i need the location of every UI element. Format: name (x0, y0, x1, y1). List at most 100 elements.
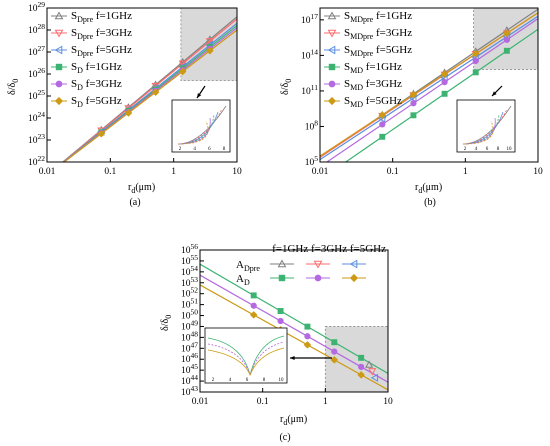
legend-marker (55, 63, 63, 71)
series-marker (379, 133, 386, 140)
legend-marker (327, 45, 336, 55)
plot-frame (46, 7, 238, 163)
series-marker (503, 47, 510, 54)
series-marker (178, 67, 187, 76)
legend-marker (327, 29, 337, 38)
legend-label: SMD f=1GHz (344, 61, 402, 75)
y-tick-label: 108 (305, 118, 319, 132)
pre-marker (365, 360, 374, 368)
series-marker (441, 90, 448, 97)
series-line (63, 29, 237, 162)
y-tick-label: 1027 (28, 44, 45, 58)
plot-frame (199, 249, 389, 393)
legend-marker (328, 63, 336, 71)
y-tick-label: 1023 (28, 132, 45, 146)
legend-label: SMD f=3GHz (344, 78, 402, 92)
y-axis-label: δ/δ0 (280, 79, 293, 95)
series-line (344, 28, 538, 162)
series-marker (379, 121, 386, 128)
x-tick-label: 10 (232, 167, 242, 177)
inset-tick-label: 8 (263, 378, 266, 383)
inset-tick-label: 10 (507, 147, 513, 152)
x-tick-label: 1 (323, 397, 328, 407)
legend-marker (327, 11, 337, 20)
chart-panel-2: 0.01 0.1 1 10105108101110141017rd(μm)δ/δ0(b… (280, 7, 543, 208)
pre-marker (370, 373, 379, 382)
legend-marker (278, 274, 286, 282)
y-tick-label: 1017 (301, 12, 318, 26)
series-marker (441, 79, 448, 86)
inset-tick-label: 2 (464, 147, 467, 152)
legend-marker (55, 80, 63, 88)
inset-tick-label: 4 (193, 147, 196, 152)
legend-marker (349, 259, 358, 269)
series-marker (249, 311, 258, 319)
y-tick-label: 1049 (181, 318, 198, 332)
series-line (200, 274, 388, 383)
inset-curve (207, 341, 285, 377)
series-line (320, 12, 538, 157)
inset-frame (171, 99, 231, 153)
y-tick-label: 1029 (28, 0, 45, 14)
series-marker (303, 341, 312, 349)
legend-label: SD f=3GHz (71, 78, 122, 92)
inset-tick-label: 8 (497, 147, 500, 152)
y-tick-label: 1026 (28, 66, 45, 80)
legend-marker (54, 96, 64, 106)
y-axis-label: δ/δ0 (160, 315, 173, 331)
y-tick-label: 105 (305, 154, 319, 168)
inset-tick-label: 2 (179, 147, 182, 152)
series-marker (358, 363, 365, 370)
legend-marker (54, 11, 64, 20)
inset-arrowhead (290, 356, 295, 360)
series-marker (357, 371, 365, 379)
inset-curves (177, 105, 227, 145)
inset-tick-label: 10 (279, 378, 285, 383)
y-tick-label: 1045 (181, 362, 198, 376)
series-marker (358, 354, 365, 361)
inset-curves (207, 335, 285, 377)
legend-marker (327, 96, 337, 106)
legend-label: SDpre f=5GHz (71, 44, 132, 58)
panel-caption: (a) (129, 197, 140, 208)
y-tick-label: 1025 (28, 88, 45, 102)
inset-tick-label: 6 (486, 147, 489, 152)
series-marker (471, 49, 480, 58)
series-marker (124, 109, 133, 117)
inset-curve (462, 120, 494, 145)
legend-label: SD f=5GHz (71, 95, 122, 109)
plot-frame (319, 7, 539, 163)
panel-caption: (b) (424, 197, 436, 208)
x-tick-label: 10 (533, 167, 543, 177)
y-tick-label: 1052 (181, 286, 198, 300)
series-marker (378, 111, 387, 119)
series-marker (304, 333, 311, 340)
inset-curves (462, 105, 512, 145)
inset-frame (204, 327, 288, 384)
series-marker (277, 317, 284, 325)
chart-panel-1: 0.01 0.1 1 10 1022 1023 1024 1025 1026 1027 1028 10… (7, 0, 242, 208)
legend-header: f=1GHz f=3GHz f=5GHz (272, 243, 386, 255)
y-axis-label: δ/δ0 (7, 79, 20, 95)
y-tick-label: 1022 (28, 154, 45, 168)
x-tick-label: 1 (171, 167, 176, 177)
y-tick-label: 1047 (181, 340, 198, 354)
series-marker (503, 36, 510, 43)
series-marker (331, 339, 338, 346)
series-marker (304, 323, 311, 330)
series-marker (97, 129, 106, 138)
inset-curve (177, 120, 209, 145)
inset-tick-label: 6 (246, 378, 249, 383)
legend-marker (313, 260, 323, 269)
legend-marker (314, 274, 322, 282)
legend-marker (328, 80, 336, 88)
inset-tick-label: 4 (475, 147, 478, 152)
series-marker (472, 69, 479, 76)
chart-panel-3: 0.01 0.1 1 10104310441045104610471048104910… (160, 242, 393, 443)
inset-arrowhead (492, 91, 497, 96)
series-line (200, 284, 388, 391)
series-marker (250, 302, 257, 309)
series-marker (277, 308, 284, 314)
legend-label: ADpre (236, 259, 260, 273)
